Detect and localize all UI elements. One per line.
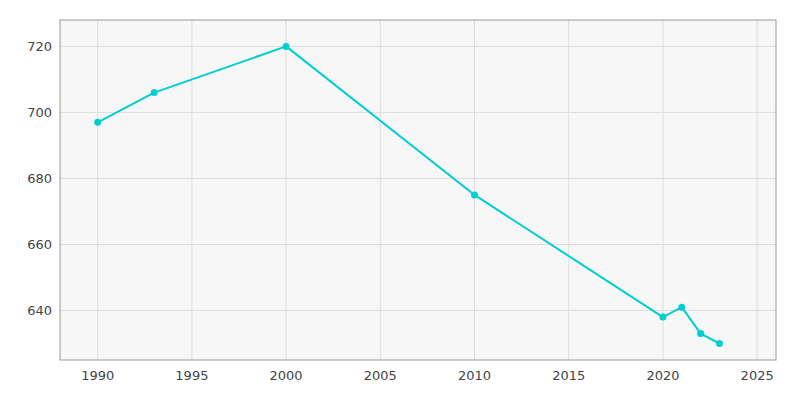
point bbox=[678, 304, 685, 311]
y-grid-line bbox=[60, 46, 776, 47]
x-tick-label: 2010 bbox=[458, 368, 491, 383]
y-grid-line bbox=[60, 310, 776, 311]
y-grid-line bbox=[60, 112, 776, 113]
y-tick-label: 680 bbox=[27, 171, 52, 186]
line bbox=[98, 46, 720, 343]
point bbox=[283, 43, 290, 50]
x-grid-line bbox=[568, 20, 569, 360]
x-grid-line bbox=[757, 20, 758, 360]
y-grid-line bbox=[60, 178, 776, 179]
x-grid-line bbox=[191, 20, 192, 360]
y-tick-label: 640 bbox=[27, 303, 52, 318]
x-tick-label: 2025 bbox=[741, 368, 774, 383]
x-tick-label: 2015 bbox=[552, 368, 585, 383]
y-tick-label: 660 bbox=[27, 237, 52, 252]
x-tick-label: 1995 bbox=[175, 368, 208, 383]
y-tick-label: 700 bbox=[27, 105, 52, 120]
x-grid-line bbox=[286, 20, 287, 360]
y-tick-label: 720 bbox=[27, 39, 52, 54]
point bbox=[151, 89, 158, 96]
x-tick-label: 2000 bbox=[270, 368, 303, 383]
point bbox=[94, 119, 101, 126]
grid bbox=[60, 20, 776, 360]
x-grid-line bbox=[662, 20, 663, 360]
plot-background bbox=[60, 20, 776, 360]
x-grid-line bbox=[380, 20, 381, 360]
x-tick-label: 2005 bbox=[364, 368, 397, 383]
point bbox=[697, 330, 704, 337]
x-grid-line bbox=[474, 20, 475, 360]
series bbox=[94, 43, 723, 347]
chart-container: 1990 1995 2000 2005 2010 2015 2020 2025 640 660 68… bbox=[0, 0, 800, 400]
y-grid-line bbox=[60, 244, 776, 245]
axes: 1990 1995 2000 2005 2010 2015 2020 2025 640 660 68… bbox=[27, 20, 776, 383]
point bbox=[716, 340, 723, 347]
plot-frame bbox=[60, 20, 776, 360]
chart-svg: 1990 1995 2000 2005 2010 2015 2020 2025 640 660 68… bbox=[0, 0, 800, 400]
x-tick-label: 2020 bbox=[646, 368, 679, 383]
x-tick-label: 1990 bbox=[81, 368, 114, 383]
x-grid-line bbox=[97, 20, 98, 360]
point bbox=[471, 191, 478, 198]
point bbox=[659, 314, 666, 321]
